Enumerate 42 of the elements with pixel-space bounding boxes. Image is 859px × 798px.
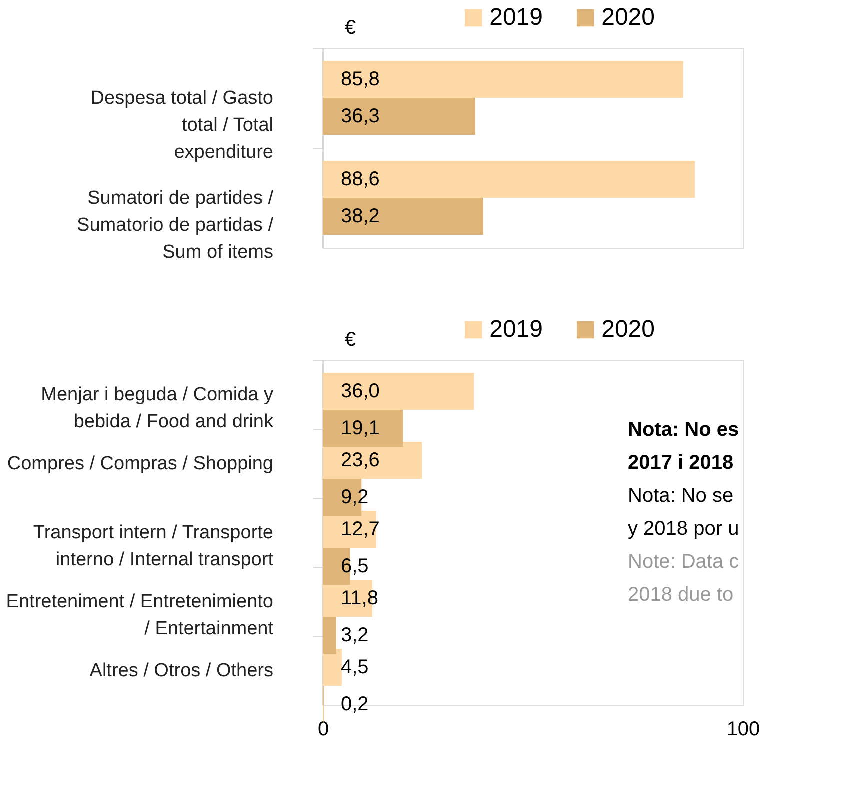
- y-tick-label: Compres / Compras / Shopping: [7, 454, 274, 474]
- data-label: 36,0: [341, 380, 380, 402]
- bar: [323, 410, 404, 448]
- data-label: 11,8: [341, 587, 378, 610]
- x-tick-label: 100: [726, 718, 760, 740]
- y-tick-label: Menjar i beguda / Comida y bebida / Food and drink: [41, 384, 274, 432]
- bar: [323, 198, 484, 236]
- y-tick-label: Altres / Otros / Others: [90, 660, 274, 682]
- bar: [323, 98, 476, 136]
- data-label: 4,5: [341, 656, 369, 678]
- bar: [323, 60, 684, 98]
- y-tick-label: Sumatori de partides / Sumatorio de partidas / Sum of items: [77, 188, 274, 263]
- data-label: 88,6: [341, 168, 380, 190]
- legend-label: 2020: [602, 316, 655, 343]
- data-label: 19,1: [341, 418, 380, 440]
- data-label: 0,2: [341, 694, 369, 716]
- y-tick-label: Entreteniment / Entretenimiento / Entertainment: [6, 592, 274, 640]
- data-label: 6,5: [341, 556, 369, 578]
- data-label: 38,2: [341, 206, 380, 228]
- data-label: 36,3: [341, 106, 380, 128]
- annotation: Nota: No se: [628, 485, 734, 507]
- y-tick-label: Despesa total / Gasto total / Total expenditure: [90, 88, 274, 163]
- bar: [323, 160, 696, 198]
- annotation: 2017 i 2018: [628, 452, 734, 474]
- data-label: 23,6: [341, 449, 380, 472]
- x-axis-title: €: [345, 17, 356, 39]
- x-tick-label: 0: [318, 718, 330, 740]
- legend-label: 2019: [490, 316, 543, 343]
- annotation: y 2018 por u: [628, 518, 740, 540]
- annotation: 2018 due to: [628, 584, 734, 606]
- legend-label: 2020: [602, 4, 655, 31]
- data-label: 85,8: [341, 68, 380, 90]
- bar: [323, 648, 342, 686]
- data-label: 3,2: [341, 624, 369, 647]
- bar: [323, 372, 474, 410]
- annotation: Nota: No es: [628, 419, 740, 441]
- y-tick-label: Transport intern / Transporte interno / Internal transport: [33, 522, 274, 570]
- bar: [323, 617, 336, 654]
- annotation: Note: Data c: [628, 551, 740, 573]
- x-axis-title: €: [345, 329, 356, 351]
- data-label: 12,7: [341, 518, 380, 540]
- legend-label: 2019: [490, 4, 543, 31]
